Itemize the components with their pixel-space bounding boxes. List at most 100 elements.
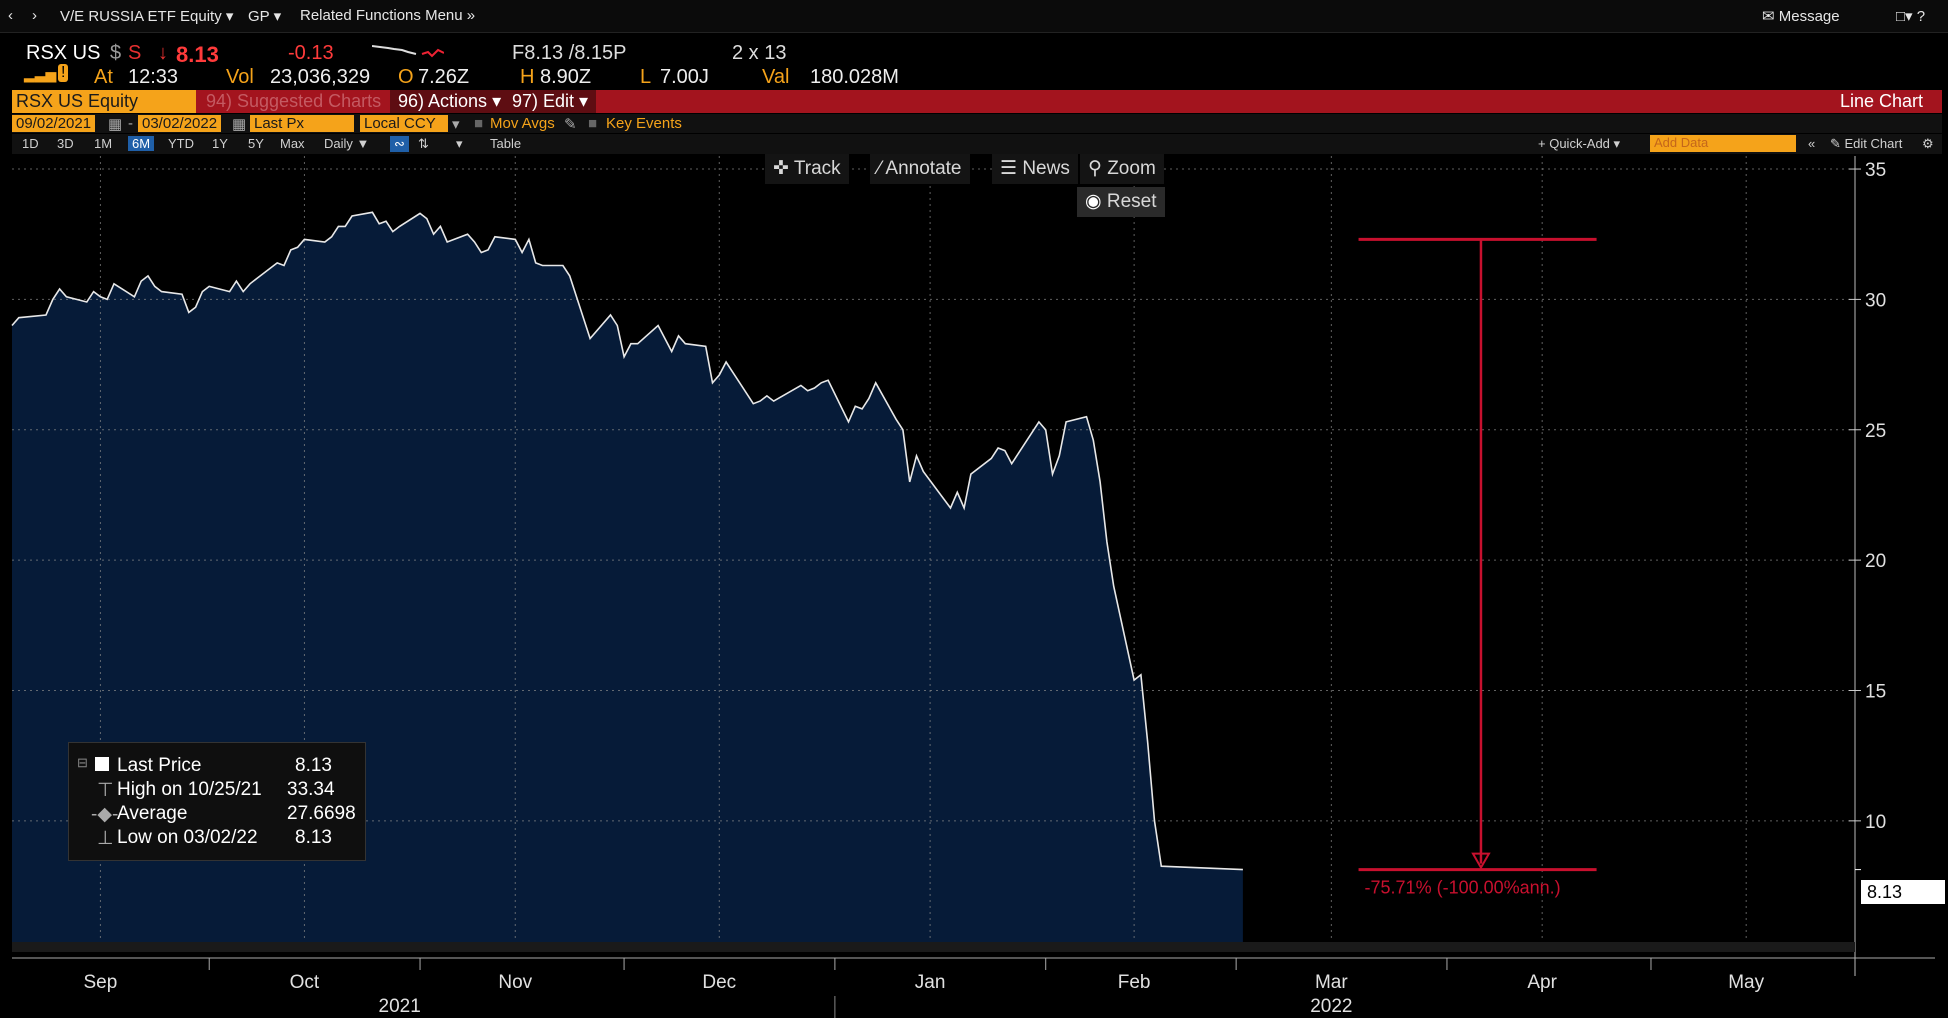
table-button[interactable]: Table [490, 136, 522, 151]
calendar-icon[interactable]: ▦ [108, 116, 123, 133]
x-tick-label: Oct [290, 972, 320, 993]
frequency-label: Daily [324, 136, 353, 151]
edit-chart-button[interactable]: ✎ Edit Chart [1830, 136, 1903, 151]
quick-add-button[interactable]: + Quick-Add ▾ [1538, 136, 1621, 151]
actions-label: 96) Actions [398, 91, 488, 111]
quote-time: 12:33 [128, 66, 179, 88]
bid-ask-size: 2 x 13 [732, 42, 787, 64]
range-button-5y[interactable]: 5Y [248, 136, 264, 151]
news-label: News [1022, 158, 1070, 179]
security-menu-label: V/E RUSSIA ETF Equity [60, 8, 222, 25]
pencil-icon[interactable]: ✎ [564, 116, 577, 133]
frequency-select[interactable]: Daily ▼ [324, 136, 370, 151]
reset-button[interactable]: ◉ Reset [1077, 187, 1165, 217]
edit-menu[interactable]: 97) Edit ▾ [504, 90, 597, 113]
currency-select[interactable]: Local CCY [360, 115, 448, 132]
chevron-right-icon[interactable]: › [32, 7, 37, 24]
range-button-3d[interactable]: 3D [57, 136, 74, 151]
start-date-field[interactable]: 09/02/2021 [12, 115, 96, 132]
bar-chart-icon[interactable]: ⇅ [418, 136, 429, 151]
high-label: H [520, 66, 535, 88]
source: S [128, 42, 142, 64]
range-button-6m[interactable]: 6M [128, 136, 155, 151]
low-marker-icon: ⊥ [97, 828, 114, 849]
measure-label: -75.71% (-100.00%ann.) [1365, 878, 1561, 898]
range-button-ytd[interactable]: YTD [168, 136, 194, 151]
legend-row-high: ⊤ High on 10/25/21 33.34 [69, 779, 365, 803]
range-button-1m[interactable]: 1M [94, 136, 113, 151]
suggested-charts-button[interactable]: 94) Suggested Charts [206, 91, 382, 111]
track-button[interactable]: ✜ Track [765, 154, 849, 184]
gear-icon[interactable]: ⚙ [1922, 136, 1934, 151]
zoom-button[interactable]: ⚲ Zoom [1080, 154, 1164, 184]
down-arrow-icon: ↓ [158, 42, 168, 64]
key-events-label: Key Events [606, 115, 682, 132]
range-button-max[interactable]: Max [280, 136, 305, 151]
legend-box: ⊟ Last Price 8.13 ⊤ High on 10/25/21 33.… [68, 742, 366, 861]
price-chart[interactable]: 35 30 25 20 15 10 Sep Oct Nov Dec Jan Feb Mar Apr May 2… [0, 156, 1948, 1018]
date-separator: - [128, 115, 133, 132]
y-tick-label: 10 [1865, 812, 1886, 833]
security-menu[interactable]: V/E RUSSIA ETF Equity ▾ [60, 8, 234, 25]
annotate-button[interactable]: ⁄ Annotate [870, 154, 970, 184]
end-date-field[interactable]: 03/02/2022 [138, 115, 222, 132]
calendar-icon-end[interactable]: ▦ [232, 116, 247, 133]
zoom-label: Zoom [1107, 158, 1156, 179]
magnifier-icon: ⚲ [1088, 158, 1102, 179]
y-tick-label: 35 [1865, 160, 1886, 181]
measure-arrow-icon [1471, 852, 1491, 870]
security-field[interactable]: RSX US Equity [12, 90, 196, 113]
range-button-1y[interactable]: 1Y [212, 136, 228, 151]
function-menu-label: GP [248, 8, 270, 25]
quote-line: RSX US $ S ↓ 8.13 -0.13 F8.13 /8.15P 2 x… [0, 34, 1948, 89]
volume-strip [12, 942, 1855, 952]
last-price-value: 8.13 [295, 755, 332, 776]
legend-row-average: -◆- Average 27.6698 [69, 803, 365, 827]
line-chart-icon[interactable]: ∾ [390, 136, 409, 152]
high-price: 8.90Z [540, 66, 592, 88]
quick-add-label: Quick-Add [1549, 136, 1610, 151]
window-menu-icon[interactable]: □▾ ? [1896, 8, 1926, 25]
val-label: Val [762, 66, 790, 88]
at-label: At [94, 66, 113, 88]
average-value: 27.6698 [287, 803, 356, 824]
message-button[interactable]: ✉ Message [1762, 8, 1840, 25]
range-button-1d[interactable]: 1D [22, 136, 39, 151]
high-label: High on 10/25/21 [117, 779, 262, 800]
price-change: -0.13 [288, 42, 334, 64]
currency: $ [110, 42, 122, 64]
average-label: Average [117, 803, 188, 824]
actions-menu[interactable]: 96) Actions ▾ [390, 90, 510, 113]
collapse-icon[interactable]: « [1808, 136, 1816, 151]
news-icon: ☰ [1000, 158, 1018, 179]
key-events-checkbox[interactable]: ■ [588, 115, 598, 132]
average-marker-icon: -◆- [91, 804, 119, 825]
price-line [11, 211, 1243, 871]
collapse-box-icon[interactable]: ⊟ [77, 755, 88, 770]
x-tick-label: Jan [915, 972, 946, 993]
related-functions-menu[interactable]: Related Functions Menu » [300, 7, 476, 24]
last-price: 8.13 [176, 42, 219, 67]
chart-type-label: Line Chart [1840, 91, 1924, 111]
news-button[interactable]: ☰ News [992, 154, 1078, 184]
related-menu-label: Related Functions Menu [300, 7, 463, 24]
vol-label: Vol [226, 66, 254, 88]
price-field-select[interactable]: Last Px [250, 115, 354, 132]
bid-ask: F8.13 /8.15P [512, 42, 627, 64]
ticker: RSX US [26, 42, 101, 64]
alert-icon[interactable]: ! [58, 64, 69, 82]
function-menu[interactable]: GP ▾ [248, 8, 282, 25]
reset-label: Reset [1106, 191, 1157, 212]
add-data-input[interactable]: Add Data [1650, 135, 1796, 152]
chart-style-dropdown-icon[interactable]: ▾ [456, 136, 463, 151]
track-label: Track [793, 158, 841, 179]
mov-avgs-checkbox[interactable]: ■ [474, 115, 484, 132]
chevron-left-icon[interactable]: ‹ [8, 7, 13, 24]
y-tick-label: 30 [1865, 290, 1886, 311]
volume: 23,036,329 [270, 66, 371, 88]
top-nav-bar: ‹ › V/E RUSSIA ETF Equity ▾ GP ▾ Related… [0, 0, 1948, 33]
currency-dropdown-icon[interactable]: ▾ [452, 116, 460, 133]
low-value: 8.13 [295, 827, 332, 848]
x-tick-label: Feb [1118, 972, 1151, 993]
x-tick-label: Mar [1315, 972, 1348, 993]
